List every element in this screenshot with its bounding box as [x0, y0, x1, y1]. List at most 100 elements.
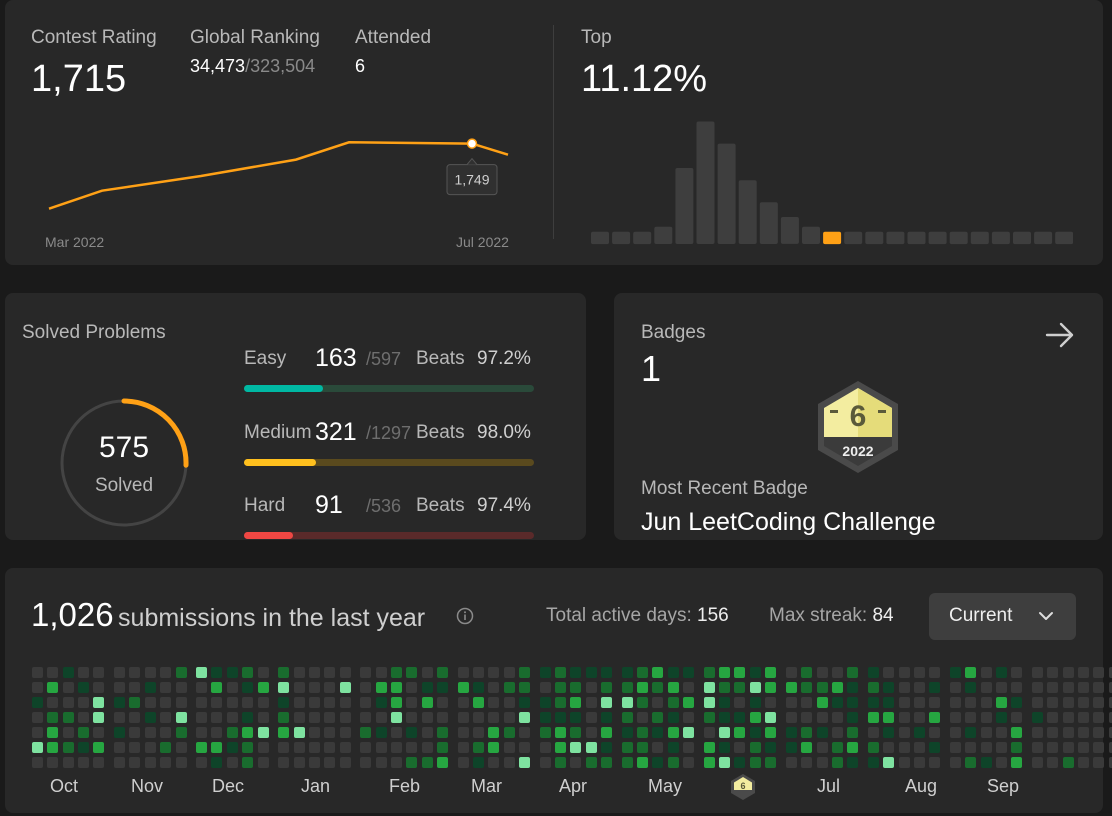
calendar-day-cell[interactable]	[144, 712, 156, 723]
calendar-day-cell[interactable]	[995, 757, 1007, 768]
calendar-day-cell[interactable]	[883, 682, 895, 693]
calendar-day-cell[interactable]	[160, 697, 172, 708]
calendar-day-cell[interactable]	[847, 682, 859, 693]
calendar-day-cell[interactable]	[114, 697, 125, 708]
calendar-day-cell[interactable]	[242, 727, 254, 738]
calendar-day-cell[interactable]	[703, 742, 715, 753]
calendar-day-cell[interactable]	[196, 667, 208, 678]
calendar-day-cell[interactable]	[898, 682, 910, 693]
calendar-day-cell[interactable]	[114, 712, 125, 723]
calendar-day-cell[interactable]	[472, 697, 484, 708]
calendar-day-cell[interactable]	[93, 727, 105, 738]
calendar-day-cell[interactable]	[1078, 727, 1089, 738]
calendar-day-cell[interactable]	[436, 712, 448, 723]
calendar-day-cell[interactable]	[211, 757, 223, 768]
calendar-day-cell[interactable]	[703, 682, 715, 693]
calendar-day-cell[interactable]	[1062, 697, 1074, 708]
calendar-day-cell[interactable]	[801, 667, 813, 678]
calendar-day-cell[interactable]	[421, 742, 433, 753]
calendar-day-cell[interactable]	[995, 667, 1007, 678]
calendar-day-cell[interactable]	[1078, 757, 1089, 768]
calendar-day-cell[interactable]	[129, 667, 141, 678]
calendar-day-cell[interactable]	[324, 682, 336, 693]
calendar-day-cell[interactable]	[898, 742, 910, 753]
calendar-day-cell[interactable]	[278, 727, 290, 738]
calendar-day-cell[interactable]	[980, 712, 992, 723]
calendar-day-cell[interactable]	[211, 682, 223, 693]
calendar-day-cell[interactable]	[175, 682, 187, 693]
calendar-day-cell[interactable]	[436, 727, 448, 738]
calendar-day-cell[interactable]	[360, 667, 372, 678]
calendar-day-cell[interactable]	[667, 727, 679, 738]
calendar-day-cell[interactable]	[621, 697, 633, 708]
calendar-day-cell[interactable]	[78, 712, 89, 723]
calendar-day-cell[interactable]	[929, 682, 941, 693]
info-icon[interactable]	[456, 607, 474, 625]
distribution-bar[interactable]	[612, 231, 631, 245]
calendar-day-cell[interactable]	[703, 712, 715, 723]
calendar-day-cell[interactable]	[913, 667, 925, 678]
calendar-day-cell[interactable]	[457, 712, 469, 723]
calendar-day-cell[interactable]	[683, 712, 695, 723]
calendar-day-cell[interactable]	[995, 712, 1007, 723]
calendar-day-cell[interactable]	[360, 697, 372, 708]
calendar-day-cell[interactable]	[831, 697, 843, 708]
calendar-day-cell[interactable]	[257, 697, 269, 708]
calendar-day-cell[interactable]	[995, 742, 1007, 753]
calendar-day-cell[interactable]	[324, 712, 336, 723]
calendar-day-cell[interactable]	[375, 697, 387, 708]
calendar-day-cell[interactable]	[816, 712, 828, 723]
calendar-day-cell[interactable]	[883, 667, 895, 678]
calendar-day-cell[interactable]	[1108, 667, 1112, 678]
calendar-day-cell[interactable]	[257, 667, 269, 678]
rating-point-marker[interactable]	[466, 138, 478, 149]
calendar-day-cell[interactable]	[995, 727, 1007, 738]
calendar-day-cell[interactable]	[308, 697, 320, 708]
distribution-bar[interactable]	[991, 231, 1010, 245]
calendar-day-cell[interactable]	[278, 742, 290, 753]
calendar-day-cell[interactable]	[339, 697, 351, 708]
calendar-day-cell[interactable]	[539, 697, 551, 708]
calendar-day-cell[interactable]	[703, 667, 715, 678]
calendar-day-cell[interactable]	[503, 667, 515, 678]
calendar-day-cell[interactable]	[436, 757, 448, 768]
distribution-bar[interactable]	[1034, 231, 1053, 245]
calendar-day-cell[interactable]	[160, 742, 172, 753]
calendar-day-cell[interactable]	[175, 712, 187, 723]
calendar-day-cell[interactable]	[488, 742, 500, 753]
calendar-day-cell[interactable]	[785, 742, 797, 753]
calendar-day-cell[interactable]	[667, 757, 679, 768]
calendar-day-cell[interactable]	[719, 712, 731, 723]
calendar-day-cell[interactable]	[683, 742, 695, 753]
calendar-day-cell[interactable]	[652, 727, 664, 738]
calendar-day-cell[interactable]	[390, 667, 402, 678]
calendar-day-cell[interactable]	[913, 682, 925, 693]
calendar-day-cell[interactable]	[785, 712, 797, 723]
calendar-day-cell[interactable]	[831, 742, 843, 753]
calendar-day-cell[interactable]	[196, 757, 208, 768]
calendar-day-cell[interactable]	[1032, 682, 1043, 693]
calendar-day-cell[interactable]	[965, 667, 977, 678]
calendar-day-cell[interactable]	[555, 727, 566, 738]
calendar-day-cell[interactable]	[308, 742, 320, 753]
calendar-day-cell[interactable]	[703, 727, 715, 738]
calendar-day-cell[interactable]	[601, 667, 612, 678]
calendar-day-cell[interactable]	[503, 682, 515, 693]
distribution-bar[interactable]	[759, 202, 778, 244]
calendar-day-cell[interactable]	[160, 682, 172, 693]
calendar-day-cell[interactable]	[390, 712, 402, 723]
calendar-day-cell[interactable]	[965, 712, 977, 723]
calendar-day-cell[interactable]	[308, 757, 320, 768]
calendar-day-cell[interactable]	[765, 712, 777, 723]
calendar-day-cell[interactable]	[601, 697, 612, 708]
calendar-day-cell[interactable]	[1093, 697, 1105, 708]
calendar-day-cell[interactable]	[1032, 667, 1043, 678]
calendar-day-cell[interactable]	[226, 742, 238, 753]
calendar-day-cell[interactable]	[421, 757, 433, 768]
calendar-day-cell[interactable]	[78, 742, 89, 753]
distribution-bar[interactable]	[591, 231, 609, 245]
calendar-day-cell[interactable]	[211, 697, 223, 708]
calendar-day-cell[interactable]	[913, 727, 925, 738]
calendar-day-cell[interactable]	[913, 697, 925, 708]
distribution-bar[interactable]	[675, 168, 694, 244]
